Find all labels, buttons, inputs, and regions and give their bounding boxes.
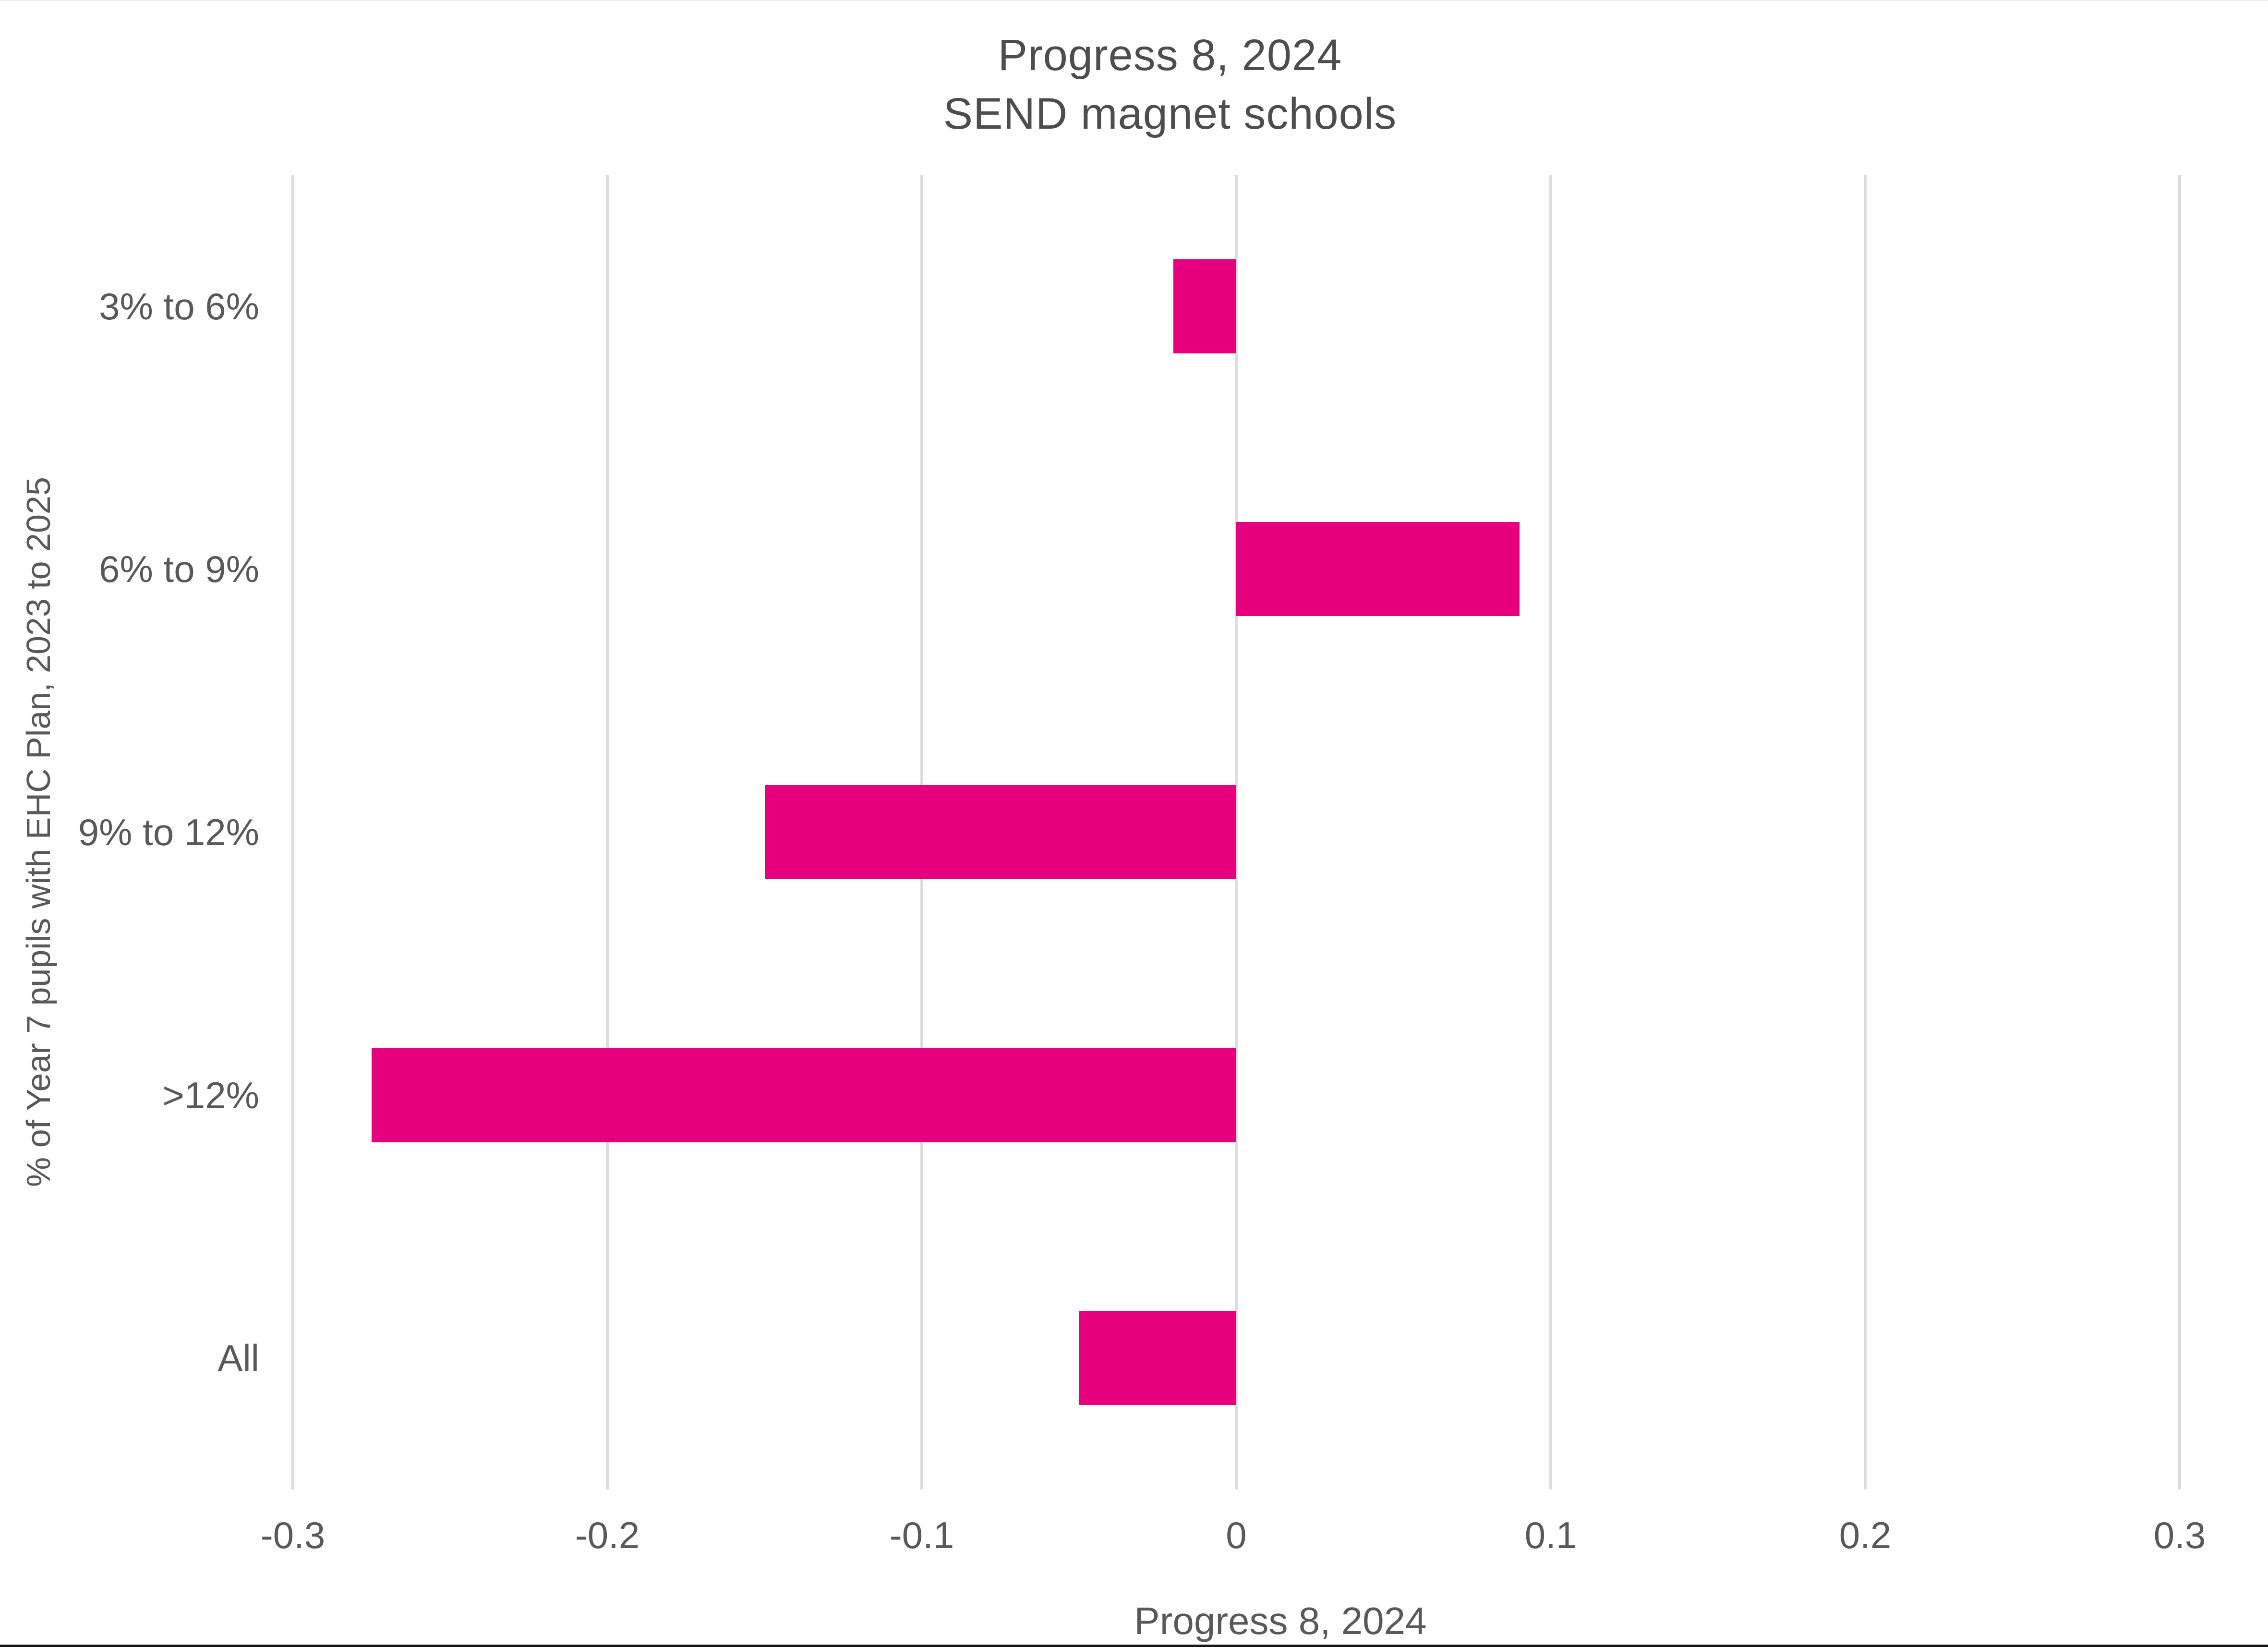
plot-area — [291, 175, 2181, 1490]
gridline-x-0.3 — [2178, 175, 2181, 1490]
chart-title: Progress 8, 2024 SEND magnet schools — [72, 26, 2268, 143]
bar->12% — [371, 1048, 1236, 1142]
bar-3% to 6% — [1173, 259, 1236, 353]
x-tick-label: 0 — [1226, 1514, 1247, 1556]
gridline-x--0.2 — [606, 175, 609, 1490]
gridline-x-0.1 — [1549, 175, 1552, 1490]
gridline-x-0 — [1235, 175, 1238, 1490]
bar-6% to 9% — [1236, 522, 1520, 617]
x-tick-label: 0.1 — [1524, 1514, 1577, 1556]
category-label-All: All — [217, 1337, 259, 1380]
gridline-x-0.2 — [1864, 175, 1867, 1490]
chart-title-line1: Progress 8, 2024 — [998, 31, 1342, 80]
chart-title-line2: SEND magnet schools — [943, 89, 1397, 138]
bar-All — [1079, 1311, 1236, 1405]
figure-bottom-edge-line — [0, 1645, 2268, 1647]
x-tick-label: 0.3 — [2153, 1514, 2206, 1556]
bar-9% to 12% — [764, 785, 1236, 879]
category-label-6% to 9%: 6% to 9% — [99, 548, 259, 591]
x-tick-label: 0.2 — [1839, 1514, 1892, 1556]
category-label-3% to 6%: 3% to 6% — [99, 285, 259, 327]
category-label-9% to 12%: 9% to 12% — [78, 811, 259, 853]
x-axis-label: Progress 8, 2024 — [1134, 1599, 1427, 1642]
x-tick-label: -0.3 — [260, 1514, 326, 1556]
x-tick-label: -0.2 — [575, 1514, 640, 1556]
gridline-x--0.3 — [291, 175, 294, 1490]
x-tick-label: -0.1 — [889, 1514, 954, 1556]
category-label->12%: >12% — [162, 1074, 259, 1116]
